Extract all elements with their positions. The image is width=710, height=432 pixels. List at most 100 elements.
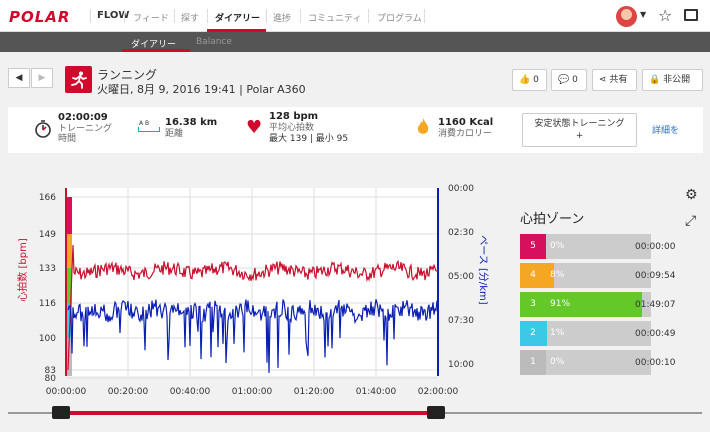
lock-icon: 🔒 (649, 75, 661, 85)
zone-time: 01:49:07 (635, 300, 676, 310)
pace-tick-label: 10:00 (448, 360, 474, 370)
time-tick-label: 00:20:00 (108, 387, 149, 397)
zone-bar-fill (546, 263, 555, 288)
zone-bar-track: 0% (546, 350, 651, 375)
nav-item-explore[interactable]: 探す (181, 14, 200, 24)
time-tick-label: 01:20:00 (294, 387, 335, 397)
pace-series-line (67, 299, 439, 373)
polar-logo[interactable]: POLAR (9, 8, 71, 26)
range-selection (62, 411, 437, 415)
zone-number: 2 (520, 321, 546, 346)
session-subtitle: 火曜日, 8月 9, 2016 19:41 | Polar A360 (97, 83, 306, 96)
chevron-down-icon[interactable]: ▼ (640, 10, 647, 19)
message-icon[interactable] (684, 9, 698, 21)
nav-item-diary[interactable]: ダイアリー (215, 14, 261, 24)
time-tick-label: 01:00:00 (232, 387, 273, 397)
time-tick-label: 00:40:00 (170, 387, 211, 397)
nav-item-programs[interactable]: プログラム (377, 14, 422, 24)
like-button[interactable]: 👍 0 (512, 69, 547, 91)
subnav-balance[interactable]: Balance (196, 37, 232, 47)
comment-count: 0 (572, 75, 578, 85)
zone-time: 00:00:00 (635, 242, 676, 252)
nav-divider (124, 9, 125, 23)
share-label: 共有 (609, 75, 628, 85)
duration-label: トレーニング 時間 (58, 124, 113, 144)
nav-divider (174, 9, 175, 23)
comment-icon: 💬 (558, 75, 570, 85)
nav-item-progress[interactable]: 進捗 (273, 14, 292, 24)
subnav-active-indicator (122, 49, 190, 52)
run-icon (65, 66, 92, 93)
ruler-icon (138, 127, 160, 132)
share-icon: ⋖ (599, 75, 607, 85)
stopwatch-icon (33, 119, 53, 143)
range-handle-left (52, 406, 70, 419)
nav-divider (424, 9, 425, 23)
subnav-diary[interactable]: ダイアリー (131, 40, 177, 50)
zone-bar-track: 91% (546, 292, 651, 317)
zone-number: 3 (520, 292, 546, 317)
zone-bar-track: 1% (546, 321, 651, 346)
steady-state-label: 安定状態トレーニング (534, 119, 625, 129)
nav-divider (368, 9, 369, 23)
zone-band (65, 303, 72, 338)
heart-icon: ♥ (246, 117, 263, 138)
privacy-label: 非公開 (663, 75, 691, 85)
hr-pace-chart: 心拍数 [bpm] ペース [分/km] 166 149 133 116 100 8380… (8, 184, 702, 419)
steady-state-plus: + (575, 131, 584, 141)
zone-number: 1 (520, 350, 546, 375)
hr-tick-label: 80 (45, 374, 57, 384)
avg-hr-label: 平均心拍数 (269, 123, 315, 133)
hr-axis-label: 心拍数 [bpm] (16, 238, 29, 302)
flame-icon (416, 117, 430, 141)
flow-label: FLOW (97, 10, 130, 21)
zone-time: 00:09:54 (635, 271, 676, 281)
zone-band (65, 234, 72, 268)
distance-label: 距離 (165, 129, 184, 139)
nav-item-feed[interactable]: フィード (133, 14, 169, 24)
avatar[interactable] (616, 6, 637, 27)
hr-series-line (67, 244, 439, 371)
nav-active-indicator (207, 29, 266, 32)
hr-tick-label: 83 (45, 366, 56, 376)
nav-divider (266, 9, 267, 23)
avg-hr-value: 128 bpm (269, 111, 319, 122)
hr-minmax: 最大 139 | 最小 95 (269, 134, 349, 144)
privacy-button[interactable]: 🔒 非公開 (642, 69, 703, 91)
details-link[interactable]: 詳細を (652, 126, 680, 136)
nav-divider (207, 9, 208, 23)
zone-band (65, 268, 72, 303)
nav-divider (90, 9, 91, 23)
zone-time: 00:00:10 (635, 358, 676, 368)
calories-label: 消費カロリー (438, 129, 493, 139)
comment-button[interactable]: 💬 0 (551, 69, 587, 91)
star-icon[interactable]: ☆ (658, 6, 673, 25)
zone-number: 4 (520, 263, 546, 288)
zone-percent: 0% (550, 357, 565, 367)
pace-axis-label: ペース [分/km] (477, 235, 489, 304)
zone-bar-track: 8% (546, 263, 651, 288)
top-nav: POLAR FLOW フィード 探す ダイアリー 進捗 コミュニティ プログラム… (0, 0, 710, 32)
zone-time: 00:00:49 (635, 329, 676, 339)
like-count: 0 (533, 75, 539, 85)
zone-percent: 0% (550, 241, 565, 251)
time-tick-label: 01:40:00 (356, 387, 397, 397)
hr-tick-label: 149 (39, 230, 56, 240)
expand-icon[interactable]: ⤢ (685, 213, 697, 229)
previous-button[interactable]: ◀ (8, 68, 30, 88)
zone-percent: 8% (550, 270, 565, 280)
nav-item-community[interactable]: コミュニティ (308, 14, 362, 24)
settings-icon[interactable]: ⚙ (685, 187, 698, 203)
share-button[interactable]: ⋖ 共有 (592, 69, 637, 91)
next-button[interactable]: ▶ (31, 68, 53, 88)
sub-nav: ダイアリー Balance (0, 32, 710, 52)
thumbs-up-icon: 👍 (519, 75, 531, 85)
zone-percent: 91% (550, 299, 571, 309)
summary-panel: 02:00:09 トレーニング 時間 A B 16.38 km 距離 ♥ 128… (8, 107, 703, 153)
pace-tick-label: 00:00 (448, 184, 474, 194)
zone-band (65, 197, 72, 234)
zone-number: 5 (520, 234, 546, 259)
pace-tick-label: 07:30 (448, 316, 474, 326)
duration-value: 02:00:09 (58, 112, 108, 123)
steady-state-button[interactable]: 安定状態トレーニング + (522, 113, 637, 147)
